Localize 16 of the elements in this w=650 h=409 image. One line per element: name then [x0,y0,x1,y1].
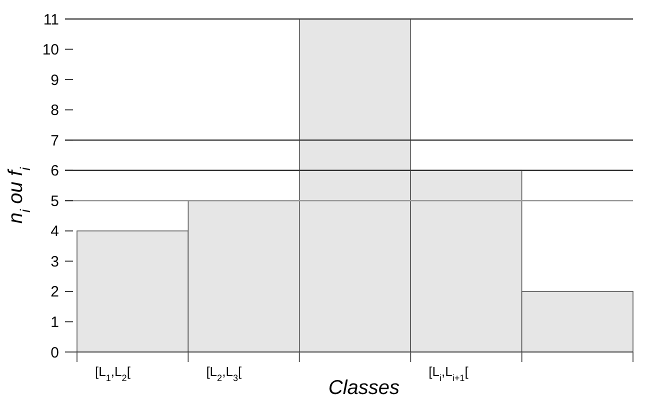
y-tick-label: 0 [50,344,59,362]
x-tick-label: [L$_{i}$,L$_{i+1}$[ [428,364,469,383]
x-axis-title: Classes [328,377,400,399]
y-tick-label: 4 [50,223,59,240]
y-tick-label: 2 [50,284,59,301]
y-tick-label: 11 [43,11,59,28]
y-tick-label: 9 [50,72,59,89]
y-tick-label: 1 [50,314,59,331]
y-tick-label: 6 [50,162,59,180]
x-tick-label: [L$_{1}$,L$_{2}$[ [95,364,131,383]
y-tick-label: 5 [50,192,59,210]
y-tick-label: 7 [50,132,59,150]
y-tick-label: 10 [42,42,59,59]
y-tick-label: 3 [50,253,59,270]
y-tick-label: 8 [50,102,59,120]
x-tick-label: [L$_{2}$,L$_{3}$[ [206,364,242,383]
